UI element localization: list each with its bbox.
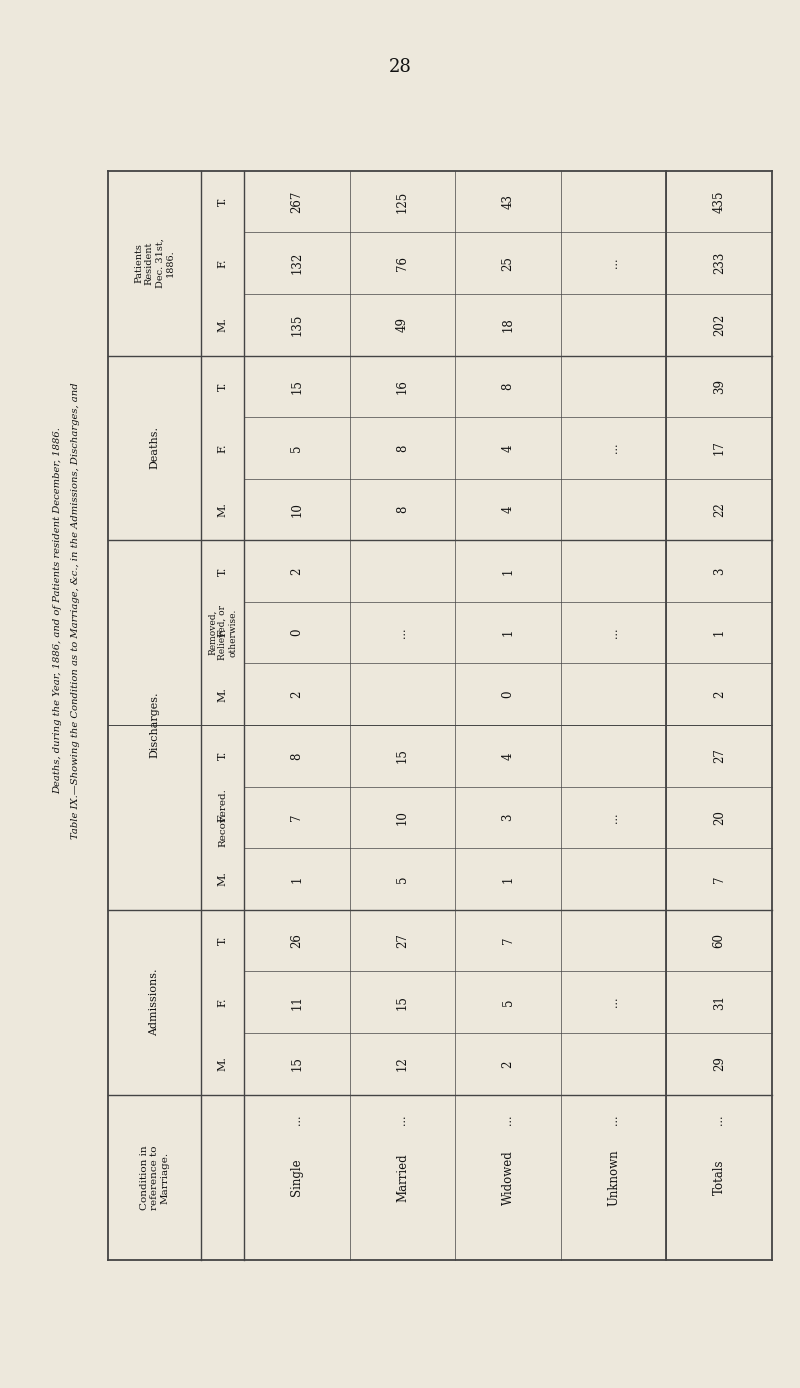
Text: 1: 1 — [502, 568, 514, 575]
Text: F.: F. — [218, 443, 227, 452]
Text: 7: 7 — [502, 937, 514, 944]
Text: 132: 132 — [290, 253, 303, 275]
Text: 39: 39 — [713, 379, 726, 394]
Text: 2: 2 — [290, 568, 303, 575]
Text: 4: 4 — [502, 444, 514, 451]
Text: 2: 2 — [290, 691, 303, 698]
Text: ...: ... — [609, 258, 618, 268]
Text: ...: ... — [609, 443, 618, 452]
Text: Recovered.: Recovered. — [218, 788, 227, 847]
Text: ...: ... — [398, 1115, 407, 1124]
Text: Widowed: Widowed — [502, 1151, 514, 1205]
Text: 11: 11 — [290, 995, 303, 1009]
Text: 22: 22 — [713, 502, 726, 516]
Text: 7: 7 — [713, 876, 726, 883]
Text: M.: M. — [218, 1056, 227, 1072]
Text: 233: 233 — [713, 253, 726, 275]
Text: 28: 28 — [389, 58, 411, 76]
Text: ...: ... — [503, 1115, 513, 1124]
Text: 12: 12 — [396, 1056, 409, 1072]
Text: 29: 29 — [713, 1056, 726, 1072]
Text: Patients
Resident
Dec. 31st,
1886.: Patients Resident Dec. 31st, 1886. — [134, 239, 174, 289]
Text: 1: 1 — [290, 876, 303, 883]
Text: 5: 5 — [502, 998, 514, 1006]
Text: 27: 27 — [396, 933, 409, 948]
Text: F.: F. — [218, 627, 227, 637]
Text: Condition in
reference to
Marriage.: Condition in reference to Marriage. — [139, 1145, 170, 1210]
Text: Deaths.: Deaths. — [150, 426, 159, 469]
Text: ...: ... — [609, 812, 618, 823]
Text: 2: 2 — [713, 691, 726, 698]
Text: 15: 15 — [396, 995, 409, 1009]
Text: F.: F. — [218, 998, 227, 1008]
Text: 1: 1 — [502, 629, 514, 636]
Text: 267: 267 — [290, 190, 303, 212]
Text: 4: 4 — [502, 752, 514, 759]
Text: 10: 10 — [290, 502, 303, 516]
Text: 3: 3 — [502, 813, 514, 822]
Text: 435: 435 — [713, 190, 726, 212]
Text: 60: 60 — [713, 933, 726, 948]
Text: T.: T. — [218, 566, 227, 576]
Text: 202: 202 — [713, 314, 726, 336]
Text: Table IX.—Showing the Condition as to Marriage, &c., in the Admissions, Discharg: Table IX.—Showing the Condition as to Ma… — [71, 383, 81, 838]
Text: Admissions.: Admissions. — [150, 969, 159, 1035]
Text: ...: ... — [292, 1115, 302, 1124]
Text: 1: 1 — [502, 876, 514, 883]
Text: 17: 17 — [713, 440, 726, 455]
Text: Discharges.: Discharges. — [150, 691, 159, 758]
Text: 7: 7 — [290, 813, 303, 822]
Text: 43: 43 — [502, 194, 514, 210]
Text: Removed,
Relieved, or
otherwise.: Removed, Relieved, or otherwise. — [208, 605, 238, 661]
Text: Deaths, during the Year, 1886, and of Patients resident December, 1886.: Deaths, during the Year, 1886, and of Pa… — [53, 428, 62, 794]
Text: F.: F. — [218, 258, 227, 268]
Text: 1: 1 — [713, 629, 726, 636]
Text: 3: 3 — [713, 568, 726, 575]
Text: ...: ... — [609, 1115, 618, 1124]
Text: M.: M. — [218, 502, 227, 516]
Text: T.: T. — [218, 382, 227, 391]
Text: Single: Single — [290, 1159, 303, 1196]
Text: 15: 15 — [396, 748, 409, 763]
Text: 76: 76 — [396, 255, 409, 271]
Text: Married: Married — [396, 1153, 409, 1202]
Text: 8: 8 — [290, 752, 303, 759]
Text: 31: 31 — [713, 995, 726, 1009]
Text: M.: M. — [218, 687, 227, 702]
Text: 18: 18 — [502, 318, 514, 332]
Text: ...: ... — [714, 1115, 724, 1124]
Text: 4: 4 — [502, 505, 514, 514]
Text: 49: 49 — [396, 318, 409, 332]
Text: 125: 125 — [396, 190, 409, 212]
Text: 15: 15 — [290, 379, 303, 394]
Text: 5: 5 — [396, 876, 409, 883]
Text: 5: 5 — [290, 444, 303, 451]
Text: 8: 8 — [396, 444, 409, 451]
Text: M.: M. — [218, 318, 227, 332]
Text: 25: 25 — [502, 255, 514, 271]
Text: ...: ... — [609, 997, 618, 1008]
Text: 8: 8 — [502, 383, 514, 390]
Text: 8: 8 — [396, 505, 409, 514]
Text: 0: 0 — [502, 690, 514, 698]
Text: 2: 2 — [502, 1060, 514, 1067]
Text: 27: 27 — [713, 748, 726, 763]
Text: F.: F. — [218, 813, 227, 822]
Text: 26: 26 — [290, 933, 303, 948]
Text: 20: 20 — [713, 811, 726, 824]
Text: ...: ... — [398, 627, 407, 638]
Text: T.: T. — [218, 197, 227, 207]
Text: 0: 0 — [290, 629, 303, 637]
Text: Totals: Totals — [713, 1160, 726, 1195]
Text: ...: ... — [609, 627, 618, 638]
Text: 10: 10 — [396, 811, 409, 824]
Text: 16: 16 — [396, 379, 409, 394]
Text: T.: T. — [218, 751, 227, 761]
Text: M.: M. — [218, 872, 227, 887]
Text: 15: 15 — [290, 1056, 303, 1072]
Text: 135: 135 — [290, 314, 303, 336]
Text: T.: T. — [218, 936, 227, 945]
Text: Unknown: Unknown — [607, 1149, 620, 1206]
